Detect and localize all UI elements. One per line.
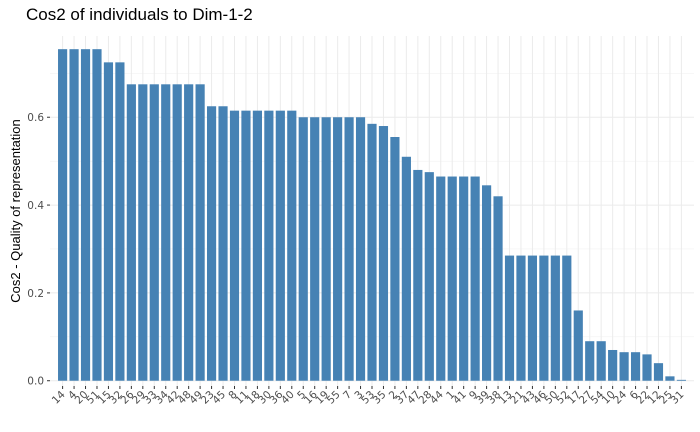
bar-39 [482,185,492,381]
x-tick-label: 45 [210,389,228,407]
bar-11 [241,110,251,381]
bar-51 [92,49,102,381]
bar-5 [298,117,308,381]
x-tick-label: 40 [279,389,297,407]
y-tick-label: 0.6 [27,112,44,124]
bar-32 [115,62,125,381]
bar-6 [630,352,641,381]
bar-14 [58,49,68,381]
bar-25 [665,376,675,381]
bar-30 [264,110,274,381]
bar-24 [619,352,629,381]
y-tick-label: 0.2 [27,288,44,300]
y-tick-label: 0.0 [27,376,44,388]
bar-47 [413,169,423,381]
bar-7 [344,117,354,381]
bar-38 [493,196,503,381]
bar-52 [562,255,572,381]
x-tick-label: 14 [50,388,68,406]
bar-15 [103,62,114,381]
bar-layer [58,49,686,381]
bar-54 [596,341,606,381]
bar-55 [333,117,343,381]
y-axis-ticks: 0.0 0.2 0.4 0.6 [27,112,50,388]
bar-28 [424,172,434,381]
bar-50 [550,255,560,381]
bar-13 [504,255,515,381]
bar-44 [436,176,446,381]
bar-18 [252,110,262,381]
chart-title: Cos2 of individuals to Dim-1-2 [26,5,253,24]
bar-26 [126,84,136,381]
bar-40 [287,110,297,381]
bar-41 [459,176,469,381]
bar-23 [206,106,217,381]
bar-45 [218,106,228,381]
bar-48 [184,84,194,381]
bar-10 [608,349,618,381]
x-tick-label: 35 [371,389,389,407]
bar-22 [642,354,652,381]
x-tick-label: 31 [669,389,687,407]
bar-34 [161,84,171,381]
bar-43 [527,255,538,381]
x-tick-label: 44 [428,388,446,406]
bar-17 [573,310,583,381]
bar-42 [172,84,182,381]
y-tick-label: 0.4 [27,200,44,212]
bar-20 [80,49,91,381]
x-tick-label: 41 [451,389,469,407]
x-tick-label: 24 [611,388,629,406]
bar-8 [229,110,240,381]
bar-1 [447,176,457,381]
bar-21 [516,255,526,381]
bar-2 [390,137,400,381]
bar-49 [195,84,205,381]
bar-19 [321,117,331,381]
bar-35 [378,126,389,381]
x-tick-label: 7 [341,389,354,402]
bar-53 [367,123,377,381]
x-axis-ticks: 1442051153226293334424849234581118303640… [50,386,687,407]
bar-16 [310,117,320,381]
bar-46 [539,255,549,381]
y-axis-label: Cos2 - Quality of representation [8,119,23,303]
bar-37 [401,156,411,381]
x-tick-label: 55 [325,389,343,407]
bar-27 [585,341,595,381]
bar-12 [653,363,664,381]
bar-31 [676,379,686,381]
bar-9 [470,176,480,381]
bar-4 [69,49,79,381]
bar-36 [275,110,285,381]
bar-33 [149,84,159,381]
bar-3 [355,117,366,381]
bar-29 [138,84,148,381]
